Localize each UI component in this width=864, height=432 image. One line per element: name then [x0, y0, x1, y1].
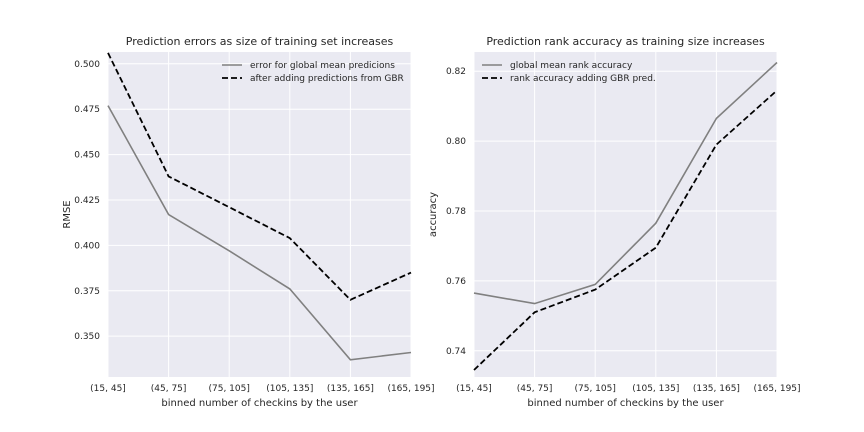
x-tick-label: (105, 135]	[266, 384, 313, 394]
legend-entry-label: rank accuracy adding GBR pred.	[510, 74, 656, 84]
y-tick-label: 0.475	[74, 105, 100, 115]
chart-panel-2: (15, 45] (45, 75] (75, 105] (105, 135] (135,…	[428, 35, 801, 409]
y-axis-label: accuracy	[428, 192, 439, 237]
x-tick-label: (45, 75]	[517, 384, 553, 394]
y-tick-label: 0.82	[446, 67, 466, 77]
chart-title: Prediction rank accuracy as training siz…	[486, 35, 765, 48]
x-tick-label: (135, 165]	[693, 384, 740, 394]
legend: global mean rank accuracy rank accuracy a…	[482, 61, 656, 84]
y-tick-label: 0.500	[74, 60, 100, 70]
x-tick-label: (75, 105]	[575, 384, 616, 394]
x-tick-label: (135, 165]	[327, 384, 374, 394]
legend-entry-label: error for global mean predicions	[250, 61, 395, 71]
legend-entry-label: after adding predictions from GBR	[250, 74, 404, 84]
y-tick-label: 0.80	[446, 137, 466, 147]
y-tick-label: 0.450	[74, 151, 100, 161]
y-tick-label: 0.78	[446, 207, 466, 217]
x-tick-label: (15, 45]	[90, 384, 126, 394]
series-line-1	[107, 105, 412, 361]
y-tick-label: 0.350	[74, 332, 100, 342]
x-tick-label: (75, 105]	[209, 384, 250, 394]
y-axis-label: RMSE	[62, 200, 73, 228]
chart-panel-1: (15, 45] (45, 75] (75, 105] (105, 135] (135,…	[62, 35, 435, 409]
y-tick-label: 0.76	[446, 277, 466, 287]
series-line-2	[473, 89, 778, 371]
x-tick-label: (15, 45]	[456, 384, 492, 394]
x-tick-label: (165, 195]	[387, 384, 434, 394]
y-tick-label: 0.375	[74, 287, 100, 297]
legend-entry-label: global mean rank accuracy	[510, 61, 633, 71]
legend: error for global mean predicions after ad…	[222, 61, 404, 84]
series-line-1	[473, 61, 778, 305]
y-tick-label: 0.425	[74, 196, 100, 206]
plot-area	[108, 52, 411, 377]
y-tick-label: 0.400	[74, 241, 100, 251]
plot-area	[474, 52, 777, 377]
x-axis-label: binned number of checkins by the user	[161, 398, 358, 409]
y-tick-label: 0.74	[446, 347, 466, 357]
chart-title: Prediction errors as size of training se…	[126, 35, 394, 48]
x-tick-label: (165, 195]	[753, 384, 800, 394]
x-tick-label: (45, 75]	[151, 384, 187, 394]
series-line-2	[107, 52, 412, 301]
x-axis-label: binned number of checkins by the user	[527, 398, 724, 409]
x-tick-label: (105, 135]	[632, 384, 679, 394]
